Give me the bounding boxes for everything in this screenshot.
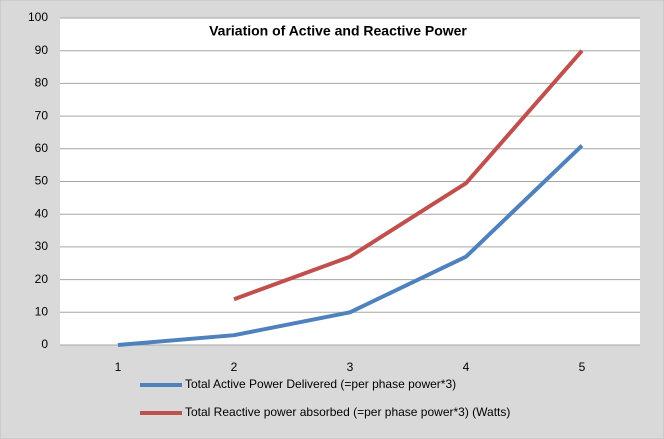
y-tick-label: 60 [35, 141, 49, 155]
y-tick-label: 80 [35, 76, 49, 90]
y-tick-label: 70 [35, 108, 49, 122]
series-line [233, 49, 584, 302]
y-tick-label: 20 [35, 272, 49, 286]
x-tick-label: 3 [347, 360, 354, 374]
y-tick-label: 0 [41, 337, 48, 351]
y-tick-label: 10 [35, 304, 49, 318]
x-tick-label: 1 [115, 360, 122, 374]
y-tick-label: 50 [35, 174, 49, 188]
x-tick-label: 2 [231, 360, 238, 374]
x-tick-label: 5 [579, 360, 586, 374]
y-tick-label: 90 [35, 43, 49, 57]
series-line [117, 144, 584, 347]
legend-label: Total Active Power Delivered (=per phase… [185, 377, 456, 391]
chart-title: Variation of Active and Reactive Power [209, 23, 467, 39]
y-tick-label: 40 [35, 206, 49, 220]
y-tick-label: 30 [35, 239, 49, 253]
x-tick-label: 4 [463, 360, 470, 374]
legend-label: Total Reactive power absorbed (=per phas… [185, 405, 510, 419]
y-tick-label: 100 [28, 10, 48, 24]
